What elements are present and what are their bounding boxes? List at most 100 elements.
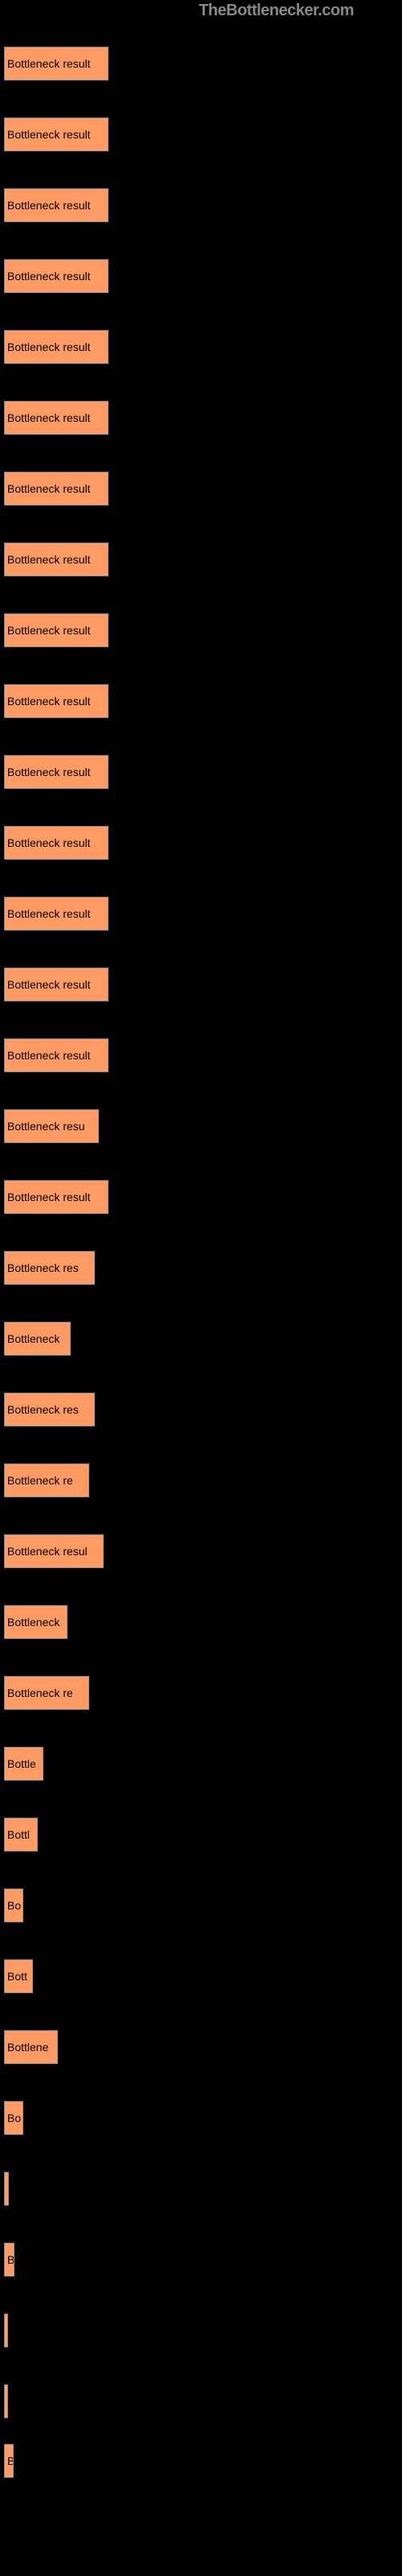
bar: Bottl xyxy=(4,1818,38,1852)
bar: Bottleneck result xyxy=(4,259,109,293)
bar: Bottleneck re xyxy=(4,1463,89,1497)
bar-row: Bottleneck result xyxy=(4,524,402,595)
bar xyxy=(4,2384,8,2418)
bar: Bottleneck result xyxy=(4,472,109,506)
bar: Bottle xyxy=(4,1747,43,1781)
bar: Bottleneck result xyxy=(4,968,109,1001)
bar-label: B xyxy=(7,2253,14,2266)
bar-row: Bottleneck result xyxy=(4,312,402,382)
bar-row: Bottleneck result xyxy=(4,28,402,99)
bar-row: Bottleneck re xyxy=(4,1657,402,1728)
bar-row: Bottleneck result xyxy=(4,595,402,666)
bar-label: Bottleneck result xyxy=(7,836,91,849)
bar-row: Bottleneck result xyxy=(4,453,402,524)
bar: Bo xyxy=(4,2101,23,2135)
bar-row: Bottleneck result xyxy=(4,666,402,737)
bar-label: Bott xyxy=(7,1970,27,1983)
bar: Bottleneck result xyxy=(4,401,109,435)
bar: Bottleneck xyxy=(4,1605,68,1639)
bar-row: B xyxy=(4,2437,402,2485)
bar-label: Bottl xyxy=(7,1828,30,1841)
bar xyxy=(4,2172,9,2206)
bar-label: B xyxy=(7,2454,14,2467)
bar-row: Bottleneck result xyxy=(4,1020,402,1091)
bar-row xyxy=(4,2366,402,2437)
bar: B xyxy=(4,2243,14,2277)
bar: Bottleneck resul xyxy=(4,1534,104,1568)
bar-row: Bottleneck result xyxy=(4,949,402,1020)
bar: Bottleneck result xyxy=(4,330,109,364)
bar-row: Bottleneck result xyxy=(4,1162,402,1232)
bar-label: Bottleneck result xyxy=(7,128,91,141)
bar-label: Bottleneck result xyxy=(7,978,91,991)
bar: B xyxy=(4,2444,14,2478)
bar: Bottleneck result xyxy=(4,613,109,647)
bar-row: B xyxy=(4,2224,402,2295)
bar-label: Bottleneck re xyxy=(7,1474,73,1487)
bar-label: Bottle xyxy=(7,1757,36,1770)
bar: Bottleneck result xyxy=(4,897,109,931)
bar-label: Bottleneck result xyxy=(7,907,91,920)
bar-label: Bottleneck result xyxy=(7,1049,91,1062)
bar: Bottleneck result xyxy=(4,1038,109,1072)
bar-label: Bottlene xyxy=(7,2041,48,2054)
bar-label: Bottleneck res xyxy=(7,1403,79,1416)
bar: Bottleneck result xyxy=(4,47,109,80)
bar: Bottleneck xyxy=(4,1322,71,1356)
bar-label: Bottleneck res xyxy=(7,1261,79,1274)
watermark-text: TheBottlenecker.com xyxy=(199,2,354,20)
bar-row: Bottleneck result xyxy=(4,241,402,312)
bar: Bottlene xyxy=(4,2030,58,2064)
bar-label: Bottleneck result xyxy=(7,695,91,708)
bar: Bottleneck re xyxy=(4,1676,89,1710)
bar-row: Bottleneck resu xyxy=(4,1091,402,1162)
bar: Bottleneck res xyxy=(4,1251,95,1285)
bar-label: Bottleneck result xyxy=(7,341,91,353)
bar-row: Bottleneck res xyxy=(4,1232,402,1303)
bar-label: Bottleneck result xyxy=(7,766,91,778)
bar-row: Bottleneck xyxy=(4,1587,402,1657)
bar-row xyxy=(4,2153,402,2224)
bar-label: Bottleneck result xyxy=(7,553,91,566)
bar-row: Bottleneck resul xyxy=(4,1516,402,1587)
bar: Bo xyxy=(4,1889,23,1922)
bar: Bottleneck result xyxy=(4,684,109,718)
bar-row: Bott xyxy=(4,1941,402,2012)
bar-row: Bottleneck result xyxy=(4,170,402,241)
bar-row: Bottlene xyxy=(4,2012,402,2083)
bar-label: Bottleneck xyxy=(7,1616,59,1629)
bar: Bottleneck result xyxy=(4,755,109,789)
bar-label: Bottleneck result xyxy=(7,199,91,212)
bar-label: Bottleneck result xyxy=(7,1191,91,1203)
bar-row: Bo xyxy=(4,2083,402,2153)
bar-label: Bo xyxy=(7,1899,21,1912)
bar-row: Bottleneck xyxy=(4,1303,402,1374)
bar-label: Bottleneck resul xyxy=(7,1545,88,1558)
bar: Bottleneck res xyxy=(4,1393,95,1426)
bar-row: Bottleneck result xyxy=(4,99,402,170)
bar-label: Bottleneck result xyxy=(7,624,91,637)
bar-label: Bottleneck xyxy=(7,1332,59,1345)
bar-label: Bottleneck re xyxy=(7,1686,73,1699)
bar: Bottleneck resu xyxy=(4,1109,99,1143)
bar-label: Bo xyxy=(7,2112,21,2124)
bar-row: Bottl xyxy=(4,1799,402,1870)
bar-row: Bottleneck result xyxy=(4,807,402,878)
bar: Bottleneck result xyxy=(4,118,109,151)
bar-row: Bottleneck re xyxy=(4,1445,402,1516)
bar-row: Bottle xyxy=(4,1728,402,1799)
bar-label: Bottleneck resu xyxy=(7,1120,85,1133)
bar: Bottleneck result xyxy=(4,543,109,576)
bar-row: Bottleneck result xyxy=(4,737,402,807)
bar-row xyxy=(4,2295,402,2366)
bar: Bottleneck result xyxy=(4,1180,109,1214)
bar-label: Bottleneck result xyxy=(7,57,91,70)
bar: Bottleneck result xyxy=(4,826,109,860)
bar-label: Bottleneck result xyxy=(7,482,91,495)
bar-chart: Bottleneck result Bottleneck result Bottle… xyxy=(0,0,402,2549)
bar-row: Bottleneck result xyxy=(4,382,402,453)
bar: Bottleneck result xyxy=(4,188,109,222)
bar-row: Bottleneck res xyxy=(4,1374,402,1445)
bar: Bott xyxy=(4,1959,33,1993)
bar-row: Bo xyxy=(4,1870,402,1941)
